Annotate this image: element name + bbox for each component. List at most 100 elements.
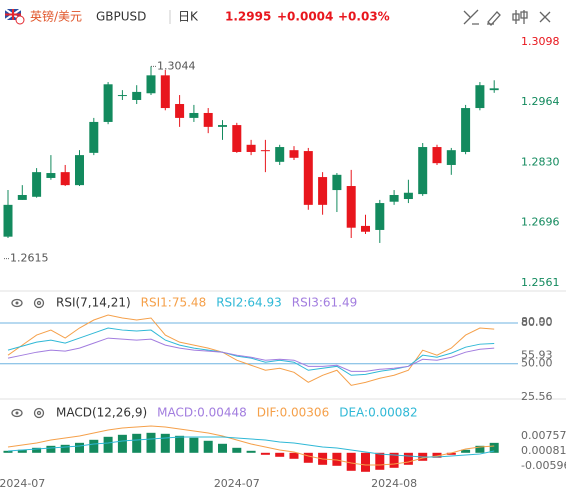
candle-body	[203, 112, 213, 127]
y-tick-label: 1.2964	[521, 95, 560, 108]
macd-bar	[489, 442, 499, 453]
candle-body	[260, 150, 270, 152]
macd-bar	[103, 436, 113, 453]
y-tick-label: 80.00	[521, 316, 553, 329]
indicator-title: RSI(7,14,21)	[56, 296, 131, 310]
y-tick-label: -0.00596	[521, 459, 566, 472]
macd-bar	[432, 452, 442, 458]
x-tick-label: 2024-07	[0, 477, 45, 490]
macd-bar	[132, 433, 142, 453]
candle-body	[403, 192, 413, 200]
candle-body	[375, 203, 385, 230]
tool-icon[interactable]	[487, 11, 501, 26]
macd-bar	[461, 449, 471, 453]
macd-bar	[361, 452, 370, 472]
macd-line	[7, 436, 495, 458]
y-tick-label: 1.2696	[521, 215, 560, 228]
legend-entry: RSI1:75.48	[141, 296, 207, 310]
legend-entry: RSI3:61.49	[292, 296, 358, 310]
macd-bar	[389, 452, 399, 468]
candle-body	[3, 204, 13, 237]
y-tick-label: 0.00757	[521, 429, 566, 442]
y-tick-label: 1.2561	[521, 276, 560, 289]
flag-icon	[4, 8, 25, 25]
legend-entry: MACD:0.00448	[157, 406, 247, 420]
change: +0.0004	[277, 10, 333, 24]
candle-body	[346, 186, 356, 228]
candle-body	[32, 172, 42, 197]
candle-body	[289, 150, 299, 158]
candle-body	[160, 75, 170, 109]
candle-body	[75, 155, 84, 186]
annotation: 1.3044	[157, 59, 196, 72]
candle-body	[89, 121, 99, 153]
pair-name: 英镑/美元	[30, 9, 82, 24]
legend-entry: RSI2:64.93	[216, 296, 282, 310]
macd-bar	[117, 434, 127, 453]
rsi-line	[7, 337, 495, 372]
rsi-line	[7, 314, 495, 386]
candle-body	[117, 95, 127, 97]
macd-bar	[475, 445, 485, 453]
candle-body	[17, 194, 27, 200]
settings-icon[interactable]	[33, 407, 45, 419]
price: 1.2995	[225, 10, 271, 24]
candle-body	[318, 177, 328, 205]
x-tick-label: 2024-08	[371, 477, 417, 490]
settings-icon[interactable]	[33, 297, 45, 309]
candle-body	[132, 91, 142, 100]
candle-body	[246, 144, 256, 152]
candle-body	[389, 194, 399, 202]
y-tick-label: 80.90	[521, 315, 553, 328]
candle-body	[189, 112, 199, 118]
candle-body	[218, 125, 227, 127]
period[interactable]: 日K	[178, 10, 199, 24]
macd-bar	[160, 433, 170, 453]
candle-body	[175, 104, 185, 118]
macd-bar	[303, 452, 313, 463]
macd-bar	[232, 447, 242, 453]
x-tick-label: 2024-07	[214, 477, 260, 490]
macd-bar	[260, 452, 270, 455]
tool-icon[interactable]	[539, 11, 551, 23]
candle-body	[303, 151, 313, 205]
macd-bar	[289, 452, 299, 459]
macd-bar	[175, 435, 185, 453]
macd-bar	[246, 450, 256, 453]
y-tick-label: 25.56	[521, 390, 553, 403]
candle-body	[332, 174, 342, 191]
macd-bar	[75, 442, 84, 453]
y-tick-label: 1.2830	[521, 155, 560, 168]
macd-bar	[275, 452, 285, 457]
eye-icon[interactable]	[11, 298, 23, 308]
legend-entry: DEA:0.00082	[339, 406, 418, 420]
candle-body	[103, 84, 113, 122]
tool-icon[interactable]	[512, 10, 528, 24]
tool-icon[interactable]	[463, 9, 479, 25]
change-percent: +0.03%	[338, 10, 390, 24]
macd-bar	[203, 440, 213, 453]
macd-bar	[17, 449, 27, 453]
macd-bar	[375, 452, 385, 470]
eye-icon[interactable]	[11, 408, 23, 418]
candle-body	[46, 173, 56, 178]
macd-bar	[403, 452, 413, 465]
candle-body	[489, 88, 499, 91]
candle-body	[361, 225, 370, 232]
candle-body	[146, 75, 156, 94]
candle-body	[432, 147, 442, 164]
indicator-title: MACD(12,26,9)	[56, 406, 147, 420]
candle-body	[475, 85, 485, 109]
macd-bar	[218, 443, 227, 453]
rsi-line	[7, 327, 495, 376]
macd-bar	[89, 439, 99, 453]
macd-line	[7, 425, 495, 466]
macd-bar	[346, 452, 356, 471]
y-tick-label: 1.3098	[521, 35, 560, 48]
macd-bar	[3, 450, 13, 453]
candle-body	[232, 125, 242, 152]
candle-body	[418, 147, 428, 195]
macd-bar	[146, 432, 156, 453]
